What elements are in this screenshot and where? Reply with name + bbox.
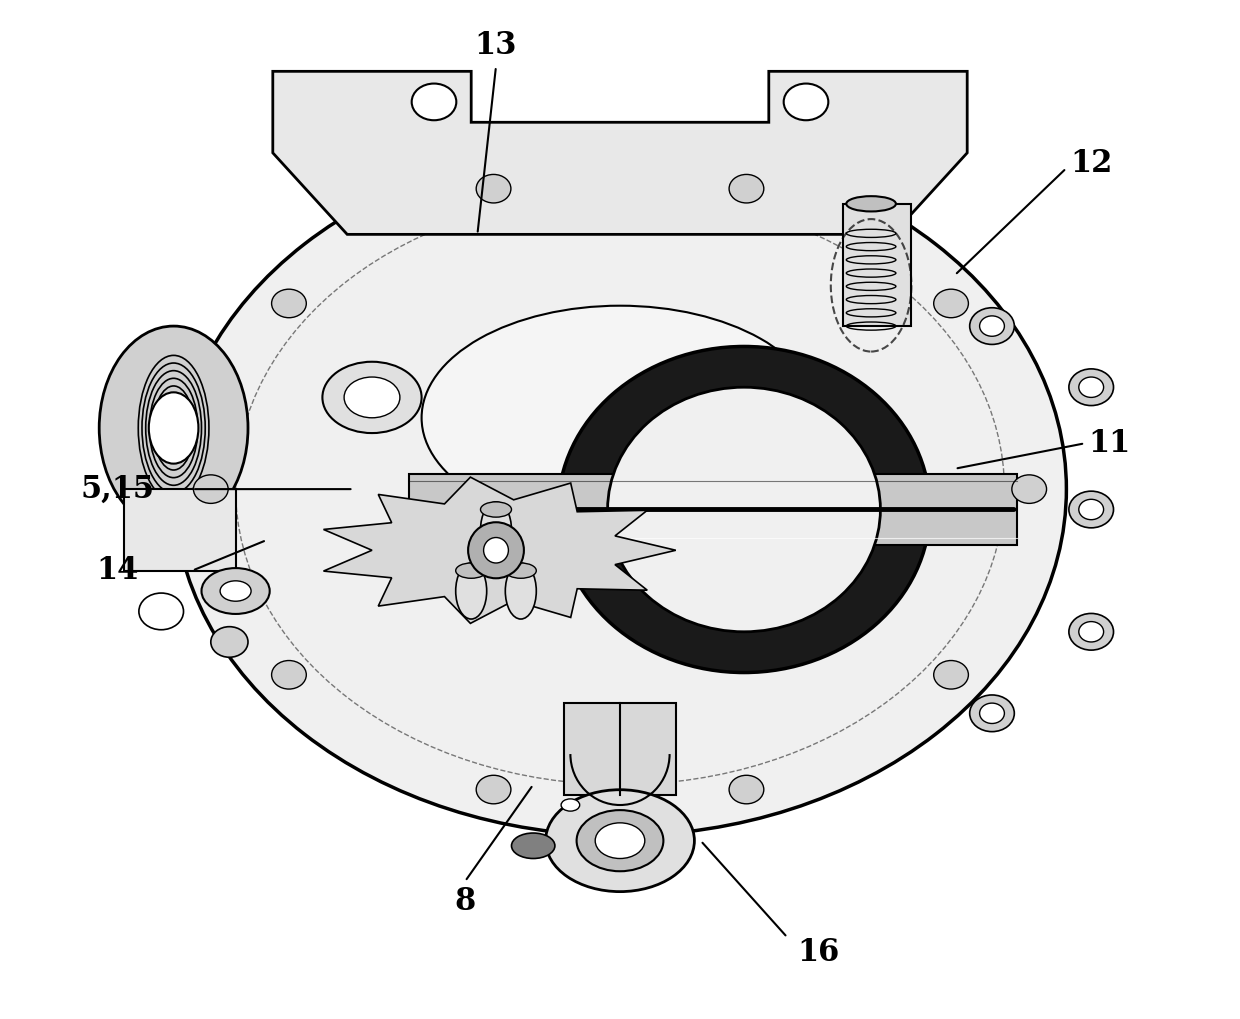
Ellipse shape bbox=[560, 799, 579, 811]
Circle shape bbox=[934, 289, 968, 318]
Ellipse shape bbox=[422, 306, 818, 530]
Circle shape bbox=[211, 627, 248, 657]
Circle shape bbox=[272, 660, 306, 689]
Circle shape bbox=[1079, 377, 1104, 397]
Ellipse shape bbox=[484, 538, 508, 562]
Circle shape bbox=[1079, 499, 1104, 520]
Polygon shape bbox=[273, 71, 967, 234]
Circle shape bbox=[1079, 622, 1104, 642]
Circle shape bbox=[970, 695, 1014, 732]
Circle shape bbox=[139, 593, 184, 630]
Circle shape bbox=[1069, 491, 1114, 528]
Circle shape bbox=[729, 775, 764, 804]
Ellipse shape bbox=[847, 196, 895, 212]
Text: 12: 12 bbox=[1070, 148, 1112, 178]
Circle shape bbox=[476, 775, 511, 804]
Circle shape bbox=[729, 174, 764, 203]
Circle shape bbox=[193, 475, 228, 503]
Bar bbox=[409, 474, 1017, 545]
Circle shape bbox=[1069, 613, 1114, 650]
Ellipse shape bbox=[506, 564, 536, 620]
Ellipse shape bbox=[546, 790, 694, 892]
Circle shape bbox=[1012, 475, 1047, 503]
Ellipse shape bbox=[469, 523, 523, 579]
Ellipse shape bbox=[149, 392, 198, 464]
Circle shape bbox=[784, 84, 828, 120]
Text: 11: 11 bbox=[1089, 428, 1131, 459]
Circle shape bbox=[934, 660, 968, 689]
Text: 16: 16 bbox=[797, 937, 839, 968]
Ellipse shape bbox=[512, 834, 556, 858]
Ellipse shape bbox=[577, 810, 663, 871]
Bar bbox=[843, 204, 911, 326]
Ellipse shape bbox=[221, 581, 250, 601]
Text: 14: 14 bbox=[97, 555, 139, 586]
Circle shape bbox=[476, 174, 511, 203]
Ellipse shape bbox=[456, 564, 486, 620]
Ellipse shape bbox=[345, 377, 399, 418]
Circle shape bbox=[412, 84, 456, 120]
Ellipse shape bbox=[322, 362, 422, 433]
Polygon shape bbox=[324, 477, 676, 624]
Polygon shape bbox=[124, 489, 236, 571]
Ellipse shape bbox=[99, 326, 248, 530]
Circle shape bbox=[272, 289, 306, 318]
Bar bbox=[564, 703, 676, 795]
Text: 5,15: 5,15 bbox=[81, 474, 155, 504]
Ellipse shape bbox=[481, 502, 511, 558]
Ellipse shape bbox=[481, 502, 511, 518]
Circle shape bbox=[970, 308, 1014, 344]
Circle shape bbox=[980, 316, 1004, 336]
Ellipse shape bbox=[608, 387, 880, 632]
Text: 8: 8 bbox=[454, 887, 476, 917]
Circle shape bbox=[980, 703, 1004, 723]
Ellipse shape bbox=[558, 346, 930, 673]
Ellipse shape bbox=[456, 562, 486, 579]
Ellipse shape bbox=[506, 562, 536, 579]
Circle shape bbox=[1069, 369, 1114, 406]
Ellipse shape bbox=[201, 569, 270, 613]
Ellipse shape bbox=[174, 143, 1066, 836]
Text: 13: 13 bbox=[475, 31, 517, 61]
Ellipse shape bbox=[595, 823, 645, 858]
